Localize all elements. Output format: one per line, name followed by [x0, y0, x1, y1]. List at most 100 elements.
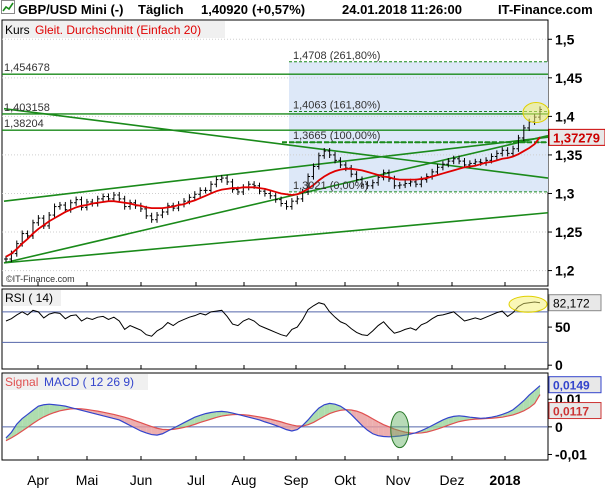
macd-histogram-segment: [205, 412, 211, 421]
level-label: 1,454678: [4, 62, 50, 74]
macd-histogram-segment: [448, 416, 454, 426]
rsi-value-label: 82,172: [553, 297, 590, 311]
rsi-highlight-marker: [508, 295, 548, 313]
month-label: Nov: [386, 472, 411, 488]
macd-histogram-segment: [146, 424, 152, 435]
highlight-marker: [522, 102, 550, 124]
chart-header: GBP/USD Mini (-) Täglich 1,40920 (+0,57%…: [0, 0, 605, 20]
rsi-title-bg: [3, 290, 61, 306]
last-price-box: [548, 128, 605, 146]
fib-label: 1,3021 (0,00%): [293, 180, 368, 192]
rsi-panel-frame: [1, 288, 549, 370]
price-ytick-label: 1,35: [555, 147, 582, 163]
macd-histogram-segment: [329, 403, 336, 414]
macd-histogram-segment: [11, 424, 17, 438]
fib-label: 1,3665 (100,00%): [293, 130, 380, 142]
macd-histogram-segment: [38, 404, 44, 420]
macd-histogram-segment: [356, 411, 362, 426]
macd-histogram-segment: [54, 404, 60, 413]
macd-signal-label: Signal: [5, 375, 38, 389]
macd-histogram-segment: [383, 424, 389, 437]
macd-histogram-segment: [426, 425, 433, 433]
macd-histogram-segment: [513, 405, 519, 415]
brand-logo-icon: [1, 0, 15, 14]
macd-histogram-segment: [124, 417, 131, 426]
macd-histogram-segment: [119, 415, 125, 423]
macd-histogram-segment: [518, 400, 524, 414]
signal-value-label: 0,0117: [553, 405, 589, 419]
month-label: Jun: [130, 472, 153, 488]
rsi-ytick-label: 0: [555, 357, 563, 373]
price-legend-sma: Gleit. Durchschnitt (Einfach 20): [35, 23, 201, 37]
macd-value-box: [548, 376, 602, 394]
timestamp: 24.01.2018 11:26:00: [342, 2, 462, 17]
month-label: Aug: [232, 472, 257, 488]
month-label: Apr: [27, 472, 49, 488]
month-label: Mai: [76, 472, 99, 488]
price-legend-kurs: Kurs: [5, 23, 30, 37]
rsi-line: [5, 301, 541, 337]
macd-histogram-segment: [534, 385, 540, 404]
macd-histogram-segment: [22, 414, 28, 431]
macd-histogram-segment: [507, 409, 514, 417]
macd-histogram-segment: [184, 419, 190, 428]
macd-histogram-segment: [43, 404, 50, 417]
macd-histogram-segment: [318, 404, 325, 420]
macd-histogram-segment: [194, 415, 201, 425]
trendline: [3, 136, 549, 202]
macd-histogram-segment: [529, 390, 535, 408]
fib-label: 1,4708 (261,80%): [293, 50, 380, 62]
macd-histogram-segment: [27, 410, 33, 428]
macd-histogram-segment: [459, 415, 465, 422]
macd-histogram-segment: [324, 403, 330, 417]
macd-value-label: 0,0149: [553, 379, 590, 393]
signal-value-box: [548, 402, 602, 420]
macd-histogram-segment: [157, 428, 163, 436]
price-change: (+0,57%): [252, 2, 306, 17]
level-label: 1,38204: [4, 118, 44, 130]
macd-histogram-segment: [442, 417, 449, 428]
macd-highlight-marker: [390, 411, 410, 449]
price-ytick-label: 1,25: [555, 224, 582, 240]
month-label: 2018: [489, 472, 520, 488]
macd-histogram-segment: [32, 406, 39, 424]
last-price: 1,40920: [201, 2, 248, 17]
macd-histogram-segment: [178, 422, 184, 429]
macd-histogram-segment: [367, 415, 373, 434]
instrument-name: GBP/USD Mini (-): [18, 2, 124, 17]
macd-histogram-segment: [16, 418, 23, 435]
macd-histogram-segment: [372, 418, 379, 436]
fibonacci-zone: [289, 61, 548, 192]
macd-histogram-segment: [313, 408, 319, 423]
macd-histogram-segment: [523, 395, 530, 411]
trendline: [3, 211, 549, 264]
price-ytick-label: 1,3: [555, 185, 575, 201]
price-ytick-label: 1,45: [555, 70, 582, 86]
month-label: Jul: [187, 472, 205, 488]
interval-label: Täglich: [138, 2, 184, 17]
level-label: 1,403158: [4, 102, 50, 114]
macd-histogram-segment: [351, 410, 357, 420]
rsi-value-box: [548, 294, 602, 312]
month-label: Sep: [284, 472, 309, 488]
macd-histogram-segment: [200, 413, 206, 423]
macd-histogram-segment: [151, 426, 158, 436]
sma-line: [5, 136, 541, 258]
rsi-ytick-label: 50: [555, 319, 571, 335]
fib-label: 1,4063 (161,80%): [293, 100, 380, 112]
macd-title-bg: [3, 374, 148, 390]
macd-histogram-segment: [308, 413, 314, 425]
price-ytick-label: 1,5: [555, 31, 575, 47]
price-legend-bg: [3, 21, 225, 38]
macd-line: [5, 385, 541, 439]
macd-histogram-segment: [286, 423, 292, 431]
signal-line: [5, 394, 541, 442]
macd-histogram-segment: [378, 421, 384, 437]
price-ytick-label: 1,4: [555, 108, 575, 124]
copyright-text: ©IT-Finance.com: [6, 274, 75, 284]
macd-title: MACD ( 12 26 9): [44, 375, 134, 389]
trendline: [3, 107, 549, 179]
macd-ytick-label: 0: [555, 419, 563, 435]
brand-name: IT-Finance.com: [498, 2, 593, 17]
